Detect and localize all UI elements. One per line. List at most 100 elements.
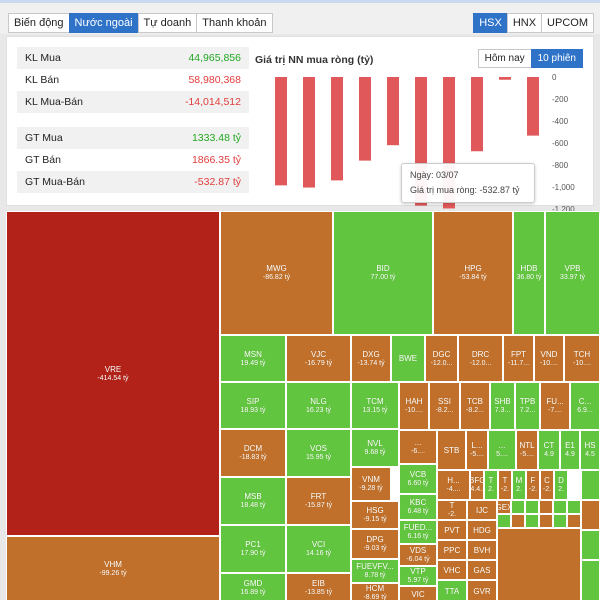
- exchange-hnx-button[interactable]: HNX: [506, 13, 543, 33]
- treemap-cell[interactable]: PC1 17.90 tỷ: [220, 525, 286, 573]
- treemap-cell[interactable]: VHC: [437, 560, 467, 580]
- treemap-cell[interactable]: GAS: [467, 560, 497, 580]
- treemap-cell[interactable]: [511, 514, 525, 528]
- treemap-cell[interactable]: SSI -8.2...: [429, 382, 460, 430]
- treemap-cell[interactable]: FUED... 6.16 tỷ: [399, 520, 437, 544]
- treemap-cell[interactable]: BID 77.00 tỷ: [333, 211, 433, 335]
- treemap-cell[interactable]: M 2.: [512, 470, 526, 500]
- chart-bar[interactable]: [303, 77, 315, 188]
- chart-bar[interactable]: [359, 77, 371, 161]
- exchange-hsx-button[interactable]: HSX: [473, 13, 508, 33]
- treemap-cell[interactable]: FU... -7....: [540, 382, 570, 430]
- treemap-cell[interactable]: DPG -9.03 tỷ: [351, 529, 399, 559]
- treemap-cell[interactable]: HAH -10....: [399, 382, 429, 430]
- treemap-cell[interactable]: [525, 514, 539, 528]
- treemap-cell[interactable]: E1 4.9: [560, 430, 580, 470]
- treemap-cell[interactable]: C -2.: [540, 470, 554, 500]
- treemap-cell[interactable]: BWE: [391, 335, 425, 382]
- treemap-cell[interactable]: DCM -18.83 tỷ: [220, 429, 286, 477]
- treemap-cell[interactable]: [525, 500, 539, 514]
- chart-bar[interactable]: [331, 77, 343, 181]
- treemap-cell[interactable]: T -2.: [437, 500, 467, 520]
- treemap-cell[interactable]: [553, 500, 567, 514]
- tab-thanh-khoan[interactable]: Thanh khoản: [196, 13, 273, 33]
- treemap-cell[interactable]: NVL 9.68 tỷ: [351, 429, 399, 467]
- treemap-cell[interactable]: [497, 514, 511, 528]
- chart-bar[interactable]: [387, 77, 399, 146]
- treemap-cell[interactable]: VNM -9.28 tỷ: [351, 467, 391, 501]
- treemap-cell[interactable]: [581, 560, 600, 600]
- chart-bar[interactable]: [527, 77, 539, 136]
- treemap-cell[interactable]: SHB 7.3...: [490, 382, 515, 430]
- treemap-cell[interactable]: VTP 5.97 tỷ: [399, 566, 437, 586]
- treemap-cell[interactable]: FUEVFV... 8.78 tỷ: [351, 559, 399, 583]
- treemap-cell[interactable]: VOS 15.95 tỷ: [286, 429, 351, 477]
- treemap-cell[interactable]: T -2.: [498, 470, 512, 500]
- treemap-cell[interactable]: VCB 6.60 tỷ: [399, 464, 437, 494]
- tab-tu-doanh[interactable]: Tự doanh: [137, 13, 198, 33]
- treemap-cell[interactable]: [553, 514, 567, 528]
- treemap-cell[interactable]: TCH -10....: [564, 335, 600, 382]
- treemap-cell[interactable]: GVR: [467, 580, 497, 600]
- treemap-cell[interactable]: BVH: [467, 540, 497, 560]
- treemap-cell[interactable]: VHM -99.26 tỷ: [6, 536, 220, 600]
- treemap-cell[interactable]: HPG -53.84 tỷ: [433, 211, 513, 335]
- treemap-cell[interactable]: TCB -8.2...: [460, 382, 490, 430]
- treemap-cell[interactable]: HSG -9.15 tỷ: [351, 501, 399, 529]
- treemap-cell[interactable]: HDG: [467, 520, 497, 540]
- tab-bien-dong[interactable]: Biến động: [8, 13, 70, 33]
- today-button[interactable]: Hôm nay: [477, 49, 532, 68]
- treemap-cell[interactable]: FPT -11.7...: [503, 335, 534, 382]
- treemap-cell[interactable]: [497, 528, 581, 600]
- treemap-cell[interactable]: [539, 500, 553, 514]
- treemap-cell[interactable]: MWG -86.82 tỷ: [220, 211, 333, 335]
- treemap-cell[interactable]: [567, 500, 581, 514]
- treemap-cell[interactable]: D 2.: [554, 470, 568, 500]
- treemap-cell[interactable]: CT 4.9: [538, 430, 560, 470]
- treemap-cell[interactable]: SIP 18.93 tỷ: [220, 382, 286, 429]
- treemap-cell[interactable]: EIB -13.85 tỷ: [286, 573, 351, 600]
- treemap-cell[interactable]: BFC-4.4...: [470, 470, 484, 500]
- treemap-cell[interactable]: PVT: [437, 520, 467, 540]
- treemap-cell[interactable]: HDB 36.80 tỷ: [513, 211, 545, 335]
- treemap-cell[interactable]: VJC -16.79 tỷ: [286, 335, 351, 382]
- treemap-cell[interactable]: DRC -12.0...: [458, 335, 503, 382]
- treemap-cell[interactable]: TTA: [437, 580, 467, 600]
- chart-bar[interactable]: [499, 77, 511, 80]
- treemap-cell[interactable]: [581, 530, 600, 560]
- treemap-cell[interactable]: [581, 470, 600, 500]
- treemap-cell[interactable]: NLG 16.23 tỷ: [286, 382, 351, 429]
- treemap-cell[interactable]: GMD 16.89 tỷ: [220, 573, 286, 600]
- treemap-cell[interactable]: KBC 6.48 tỷ: [399, 494, 437, 520]
- treemap-cell[interactable]: FRT -15.87 tỷ: [286, 477, 351, 525]
- treemap-cell[interactable]: TPB 7.2...: [515, 382, 540, 430]
- treemap-cell[interactable]: MSB 18.48 tỷ: [220, 477, 286, 525]
- treemap-cell[interactable]: VDS -6.04 tỷ: [399, 544, 437, 566]
- treemap-cell[interactable]: [567, 514, 581, 528]
- treemap-cell[interactable]: PPC: [437, 540, 467, 560]
- treemap-cell[interactable]: DGC -12.0...: [425, 335, 458, 382]
- treemap-cell[interactable]: IJC: [467, 500, 497, 520]
- treemap-cell[interactable]: VIC: [399, 586, 437, 600]
- treemap-cell[interactable]: VND -10....: [534, 335, 564, 382]
- ten-sessions-button[interactable]: 10 phiên: [530, 49, 583, 68]
- treemap-cell[interactable]: HS 4.5: [580, 430, 600, 470]
- treemap-cell[interactable]: STB: [437, 430, 466, 470]
- treemap-cell[interactable]: NTL -5....: [516, 430, 538, 470]
- treemap-cell[interactable]: ... 5....: [488, 430, 516, 470]
- treemap-cell[interactable]: DXG -13.74 tỷ: [351, 335, 391, 382]
- treemap-cell[interactable]: C... 6.9...: [570, 382, 600, 430]
- treemap-cell[interactable]: VCI 14.16 tỷ: [286, 525, 351, 573]
- treemap-cell[interactable]: [511, 500, 525, 514]
- treemap-cell[interactable]: F -2.: [526, 470, 540, 500]
- chart-bar[interactable]: [471, 77, 483, 152]
- treemap-cell[interactable]: MSN 19.49 tỷ: [220, 335, 286, 382]
- treemap-cell[interactable]: HCM -8.69 tỷ: [351, 583, 399, 600]
- treemap-cell[interactable]: [581, 500, 600, 530]
- treemap-cell[interactable]: TCM 13.15 tỷ: [351, 382, 399, 429]
- treemap-cell[interactable]: ... -6....: [399, 430, 437, 464]
- treemap-cell[interactable]: VPB 33.97 tỷ: [545, 211, 600, 335]
- treemap-cell[interactable]: T 2.: [484, 470, 498, 500]
- treemap-cell[interactable]: GEX: [497, 500, 511, 514]
- treemap-cell[interactable]: VRE -414.54 tỷ: [6, 211, 220, 536]
